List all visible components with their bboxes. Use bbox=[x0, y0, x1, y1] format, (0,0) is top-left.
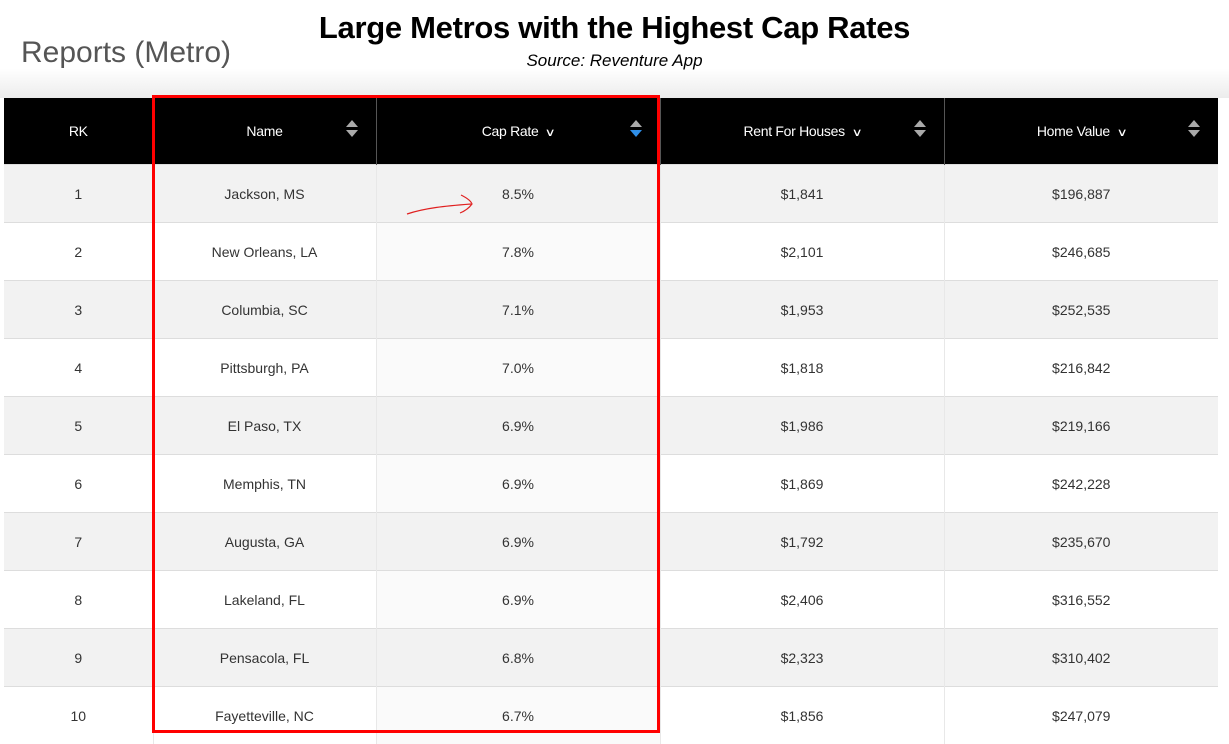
cell-name: El Paso, TX bbox=[153, 397, 376, 455]
cell-cap-rate: 6.9% bbox=[376, 397, 660, 455]
cell-rank: 9 bbox=[4, 629, 153, 687]
cell-home-value: $252,535 bbox=[944, 281, 1218, 339]
headline: Large Metros with the Highest Cap Rates bbox=[0, 10, 1229, 46]
cell-name: New Orleans, LA bbox=[153, 223, 376, 281]
cell-rent: $1,818 bbox=[660, 339, 944, 397]
column-header-home-value[interactable]: Home Value ∨ bbox=[944, 98, 1218, 165]
sort-arrows-icon[interactable] bbox=[630, 120, 640, 137]
cell-name: Augusta, GA bbox=[153, 513, 376, 571]
cell-rank: 4 bbox=[4, 339, 153, 397]
cell-cap-rate: 7.8% bbox=[376, 223, 660, 281]
cell-name: Pittsburgh, PA bbox=[153, 339, 376, 397]
cell-home-value: $196,887 bbox=[944, 165, 1218, 223]
cell-home-value: $246,685 bbox=[944, 223, 1218, 281]
cell-home-value: $247,079 bbox=[944, 687, 1218, 744]
column-label: Cap Rate bbox=[482, 123, 539, 139]
cell-cap-rate: 7.0% bbox=[376, 339, 660, 397]
cell-cap-rate: 6.9% bbox=[376, 513, 660, 571]
cell-name: Pensacola, FL bbox=[153, 629, 376, 687]
chevron-down-icon[interactable]: ∨ bbox=[545, 126, 556, 139]
cell-cap-rate: 6.9% bbox=[376, 571, 660, 629]
cell-name: Jackson, MS bbox=[153, 165, 376, 223]
cell-name: Memphis, TN bbox=[153, 455, 376, 513]
cell-home-value: $316,552 bbox=[944, 571, 1218, 629]
cell-name: Columbia, SC bbox=[153, 281, 376, 339]
source-note: Source: Reventure App bbox=[0, 51, 1229, 71]
cell-rent: $1,856 bbox=[660, 687, 944, 744]
cell-rank: 5 bbox=[4, 397, 153, 455]
cell-rent: $1,841 bbox=[660, 165, 944, 223]
column-label: RK bbox=[69, 123, 88, 139]
cell-rent: $1,986 bbox=[660, 397, 944, 455]
cell-rent: $2,101 bbox=[660, 223, 944, 281]
cell-cap-rate: 6.7% bbox=[376, 687, 660, 744]
column-label: Home Value bbox=[1037, 123, 1110, 139]
cell-rent: $1,792 bbox=[660, 513, 944, 571]
cell-rank: 6 bbox=[4, 455, 153, 513]
cell-rent: $2,323 bbox=[660, 629, 944, 687]
chevron-down-icon[interactable]: ∨ bbox=[851, 126, 862, 139]
cell-home-value: $235,670 bbox=[944, 513, 1218, 571]
cell-cap-rate: 7.1% bbox=[376, 281, 660, 339]
hand-drawn-arrow-annotation bbox=[405, 192, 477, 218]
cell-rank: 7 bbox=[4, 513, 153, 571]
cell-cap-rate: 6.8% bbox=[376, 629, 660, 687]
cell-rank: 1 bbox=[4, 165, 153, 223]
sort-arrows-icon[interactable] bbox=[346, 120, 356, 137]
cell-cap-rate: 6.9% bbox=[376, 455, 660, 513]
cell-name: Fayetteville, NC bbox=[153, 687, 376, 744]
sort-arrows-icon[interactable] bbox=[1188, 120, 1198, 137]
cell-rank: 10 bbox=[4, 687, 153, 744]
cell-home-value: $219,166 bbox=[944, 397, 1218, 455]
cell-rank: 2 bbox=[4, 223, 153, 281]
chevron-down-icon[interactable]: ∨ bbox=[1116, 126, 1127, 139]
column-header-rk: RK bbox=[4, 98, 153, 165]
cell-home-value: $242,228 bbox=[944, 455, 1218, 513]
column-header-rent-for-houses[interactable]: Rent For Houses ∨ bbox=[660, 98, 944, 165]
cell-rank: 8 bbox=[4, 571, 153, 629]
column-label: Rent For Houses bbox=[743, 123, 844, 139]
cell-home-value: $216,842 bbox=[944, 339, 1218, 397]
cell-rent: $2,406 bbox=[660, 571, 944, 629]
cell-rent: $1,953 bbox=[660, 281, 944, 339]
cell-home-value: $310,402 bbox=[944, 629, 1218, 687]
column-label: Name bbox=[246, 123, 282, 139]
cell-rent: $1,869 bbox=[660, 455, 944, 513]
cell-rank: 3 bbox=[4, 281, 153, 339]
column-header-name[interactable]: Name bbox=[153, 98, 376, 165]
cell-name: Lakeland, FL bbox=[153, 571, 376, 629]
sort-arrows-icon[interactable] bbox=[914, 120, 924, 137]
headline-block: Large Metros with the Highest Cap Rates … bbox=[0, 10, 1229, 71]
column-header-cap-rate[interactable]: Cap Rate ∨ bbox=[376, 98, 660, 165]
